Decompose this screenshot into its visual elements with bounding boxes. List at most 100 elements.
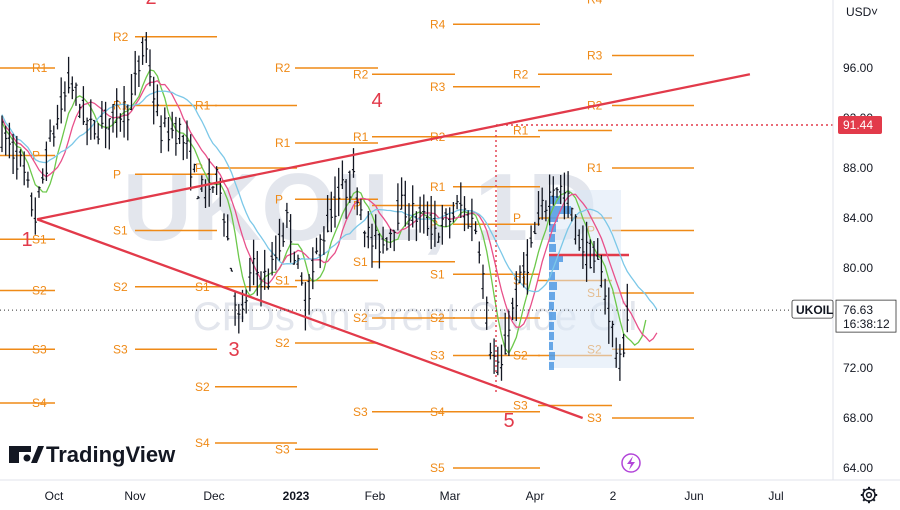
lightning-icon-bolt: [627, 456, 635, 470]
pivot-label: S3: [32, 342, 47, 356]
moving-average-line: [1, 90, 658, 310]
time-tick-label: Oct: [45, 489, 64, 503]
pivot-label: R1: [587, 161, 603, 175]
pivot-label: R3: [587, 49, 603, 63]
pivot-label: S3: [587, 411, 602, 425]
pivot-label: R4: [430, 17, 446, 31]
volume-bar: [549, 282, 557, 290]
triangle-pattern: [36, 73, 751, 420]
currency-label[interactable]: USD: [846, 5, 872, 19]
symbol-tag: [791, 299, 834, 319]
pivot-label: R4: [587, 0, 603, 6]
pivot-label: R2: [275, 61, 291, 75]
symbol-tag-label: UKOIL: [796, 303, 833, 317]
time-tick-label: Mar: [440, 489, 461, 503]
price-bars: [0, 32, 629, 381]
pivot-label: R1: [195, 99, 211, 113]
pivot-label: S1: [113, 224, 128, 238]
gear-icon-hub: [865, 491, 873, 499]
time-tick-label: Jul: [768, 489, 783, 503]
time-axis[interactable]: Oct Nov Dec 2023 Feb Mar Apr 2 Jun Jul: [0, 479, 900, 503]
volume-bar: [549, 302, 554, 310]
gear-icon-tooth: [862, 488, 866, 492]
wave-label: 4: [371, 90, 382, 112]
volume-bar: [549, 234, 555, 242]
time-tick-label: 2: [610, 489, 617, 503]
logo-mark-slash: [31, 446, 44, 463]
pivot-label: S4: [32, 396, 47, 410]
volume-bar: [549, 272, 555, 280]
volume-bar: [549, 244, 556, 252]
last-price-tag: [835, 299, 897, 333]
gear-icon[interactable]: [860, 486, 878, 504]
pivot-label: R1: [353, 130, 369, 144]
pivot-label: R1: [430, 180, 446, 194]
tradingview-logo[interactable]: TradingView: [9, 442, 176, 467]
price-tick-label: 96.00: [843, 61, 873, 75]
pivot-label: R1: [513, 124, 529, 138]
pivot-label: S3: [353, 405, 368, 419]
pivot-label: S1: [195, 280, 210, 294]
volume-bar: [549, 332, 554, 340]
wave-label: 2: [145, 0, 156, 9]
pivot-label: S2: [195, 380, 210, 394]
chevron-down-icon[interactable]: ˅: [871, 5, 878, 19]
price-tick-label: 80.00: [843, 261, 873, 275]
volume-bar: [549, 254, 563, 262]
volume-bar: [549, 362, 554, 370]
pivot-label: P: [513, 211, 521, 225]
volume-bar: [549, 322, 554, 330]
time-tick-label: Feb: [365, 489, 386, 503]
pivot-label: P: [32, 149, 40, 163]
pivot-label: S1: [275, 274, 290, 288]
pivot-label: P: [113, 167, 121, 181]
triangle-trendline: [36, 73, 751, 221]
volume-bar: [549, 312, 556, 320]
price-axis-bg: [833, 0, 900, 510]
price-axis[interactable]: 64.0068.0072.0076.0080.0084.0088.0092.00…: [832, 0, 900, 510]
pivot-label: S3: [513, 399, 528, 413]
volume-profile-area: [549, 190, 621, 368]
pivot-label: S3: [430, 349, 445, 363]
pivot-label: R1: [275, 136, 291, 150]
marked-level-value: 91.44: [843, 118, 873, 132]
moving-average-line: [1, 80, 658, 343]
pivot-label: S1: [430, 267, 445, 281]
wave-label: 1: [21, 229, 32, 251]
price-tick-label: 64.00: [843, 461, 873, 475]
pivot-label: R1: [32, 61, 48, 75]
logo-mark-bar: [9, 446, 19, 463]
pivot-label: R3: [430, 80, 446, 94]
marked-level: [0, 124, 833, 392]
pivot-label: P: [430, 217, 438, 231]
pivot-label: S2: [513, 349, 528, 363]
pivot-label: S4: [430, 405, 445, 419]
wave-labels: 1 2 3 4 5: [21, 0, 514, 432]
pivot-label: S2: [113, 280, 128, 294]
time-tick-label: Nov: [124, 489, 145, 503]
pivot-label: S3: [113, 342, 128, 356]
volume-bar: [549, 342, 553, 350]
pivot-label: S2: [353, 311, 368, 325]
pivot-label: S2: [430, 311, 445, 325]
logo-mark-top: [9, 446, 31, 452]
volume-bar: [549, 214, 558, 222]
pivot-label: S4: [195, 436, 210, 450]
wave-label: 5: [503, 410, 514, 432]
price-tick-label: 88.00: [843, 161, 873, 175]
time-tick-label: Apr: [526, 489, 545, 503]
lightning-icon[interactable]: [621, 453, 641, 473]
volume-bar: [549, 196, 561, 204]
volume-bar: [549, 292, 555, 300]
pivot-label: S3: [275, 442, 290, 456]
wave-label: 3: [228, 339, 239, 361]
price-tick-label: 72.00: [843, 361, 873, 375]
pivot-label: R2: [353, 67, 369, 81]
pivot-label: P: [195, 161, 203, 175]
pivot-label: P: [275, 192, 283, 206]
triangle-trendline: [36, 218, 584, 420]
volume-profile: [549, 190, 629, 370]
